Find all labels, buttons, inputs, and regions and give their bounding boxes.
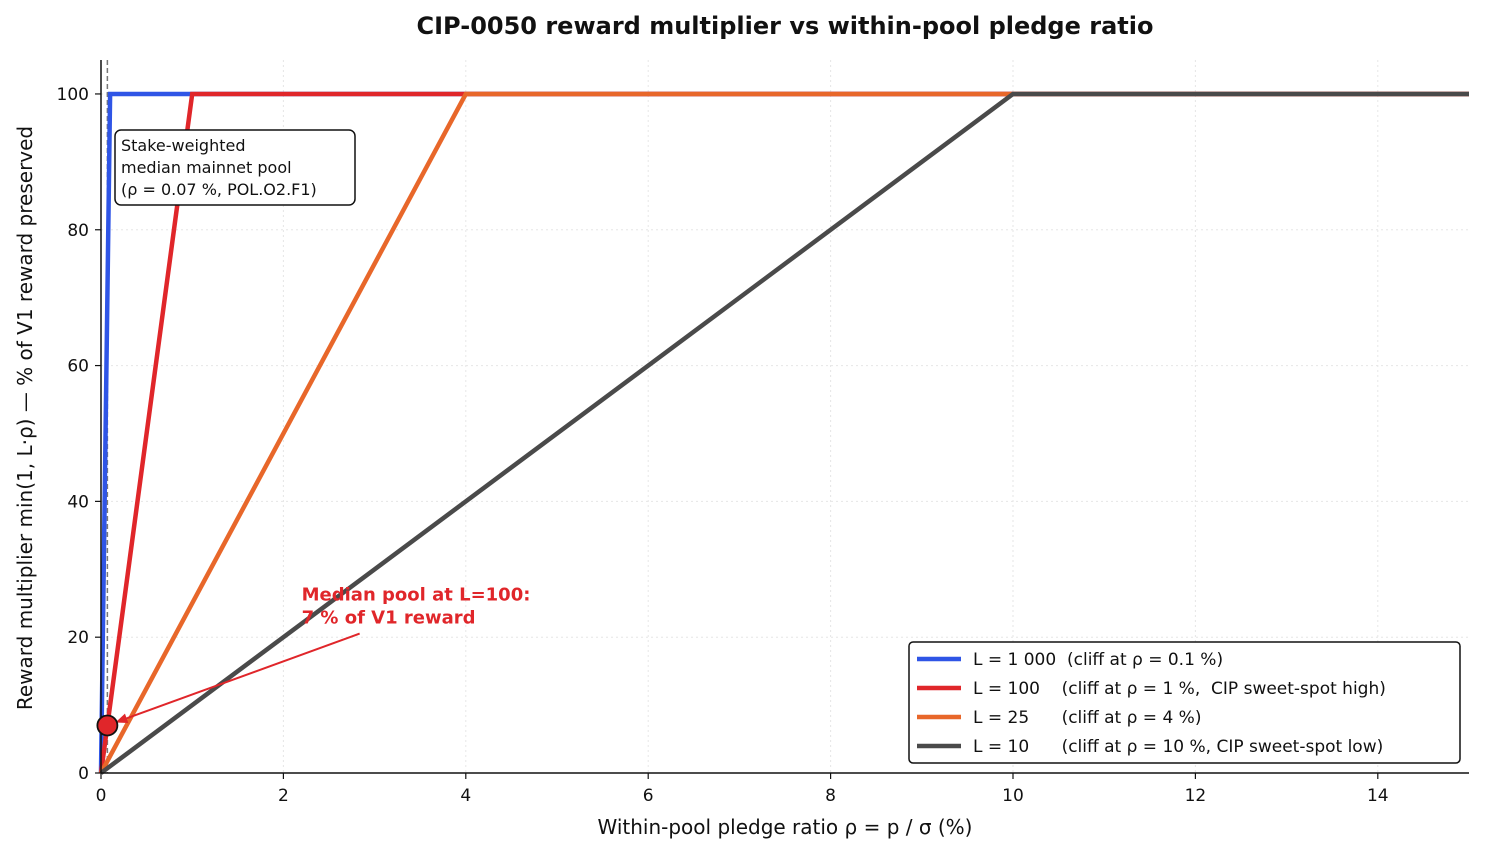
x-tick-label: 4 bbox=[460, 786, 471, 806]
y-tick-label: 0 bbox=[78, 764, 89, 784]
y-tick-label: 80 bbox=[67, 221, 89, 241]
median-pool-label: Median pool at L=100: bbox=[302, 585, 531, 606]
legend-label-1: L = 1 000 (cliff at ρ = 0.1 %) bbox=[973, 650, 1223, 670]
median-pool-point bbox=[96, 714, 119, 737]
median-annotation-text: (ρ = 0.07 %, POL.O2.F1) bbox=[121, 180, 317, 199]
median-annotation-text: median mainnet pool bbox=[121, 158, 292, 177]
x-tick-label: 2 bbox=[278, 786, 289, 806]
series-line-4 bbox=[99, 91, 1469, 775]
legend-label-2: L = 100 (cliff at ρ = 1 %, CIP sweet-spo… bbox=[973, 679, 1386, 699]
y-axis-label: Reward multiplier min(1, L·ρ) — % of V1 … bbox=[13, 126, 37, 710]
axes: 0 2 4 6 8 10 12 14 0 20 40 60 80 100 bbox=[57, 60, 1469, 806]
series-layer bbox=[98, 91, 1469, 775]
x-tick-label: 0 bbox=[96, 786, 107, 806]
chart-title: CIP-0050 reward multiplier vs within-poo… bbox=[417, 12, 1154, 40]
y-tick-label: 40 bbox=[67, 492, 89, 512]
annotations: Stake-weighted median mainnet pool (ρ = 0.… bbox=[96, 129, 531, 737]
x-tick-label: 12 bbox=[1185, 786, 1207, 806]
x-tick-label: 6 bbox=[643, 786, 654, 806]
legend: L = 1 000 (cliff at ρ = 0.1 %) L = 100 (c… bbox=[908, 641, 1461, 764]
y-tick-label: 100 bbox=[57, 85, 89, 105]
legend-label-3: L = 25 (cliff at ρ = 4 %) bbox=[973, 708, 1201, 728]
median-pool-label: 7 % of V1 reward bbox=[302, 608, 476, 629]
x-tick-label: 8 bbox=[825, 786, 836, 806]
x-axis-label: Within-pool pledge ratio ρ = p / σ (%) bbox=[598, 815, 973, 839]
legend-box bbox=[908, 641, 1461, 764]
median-annotation-text: Stake-weighted bbox=[121, 136, 246, 155]
y-tick-label: 20 bbox=[67, 628, 89, 648]
x-tick-label: 10 bbox=[1002, 786, 1024, 806]
median-annotation-box bbox=[114, 129, 356, 206]
median-pool-arrow bbox=[115, 632, 360, 724]
x-tick-label: 14 bbox=[1367, 786, 1389, 806]
median-pool-arrowhead bbox=[115, 713, 129, 724]
legend-label-4: L = 10 (cliff at ρ = 10 %, CIP sweet-spo… bbox=[973, 737, 1383, 757]
y-tick-label: 60 bbox=[67, 357, 89, 377]
